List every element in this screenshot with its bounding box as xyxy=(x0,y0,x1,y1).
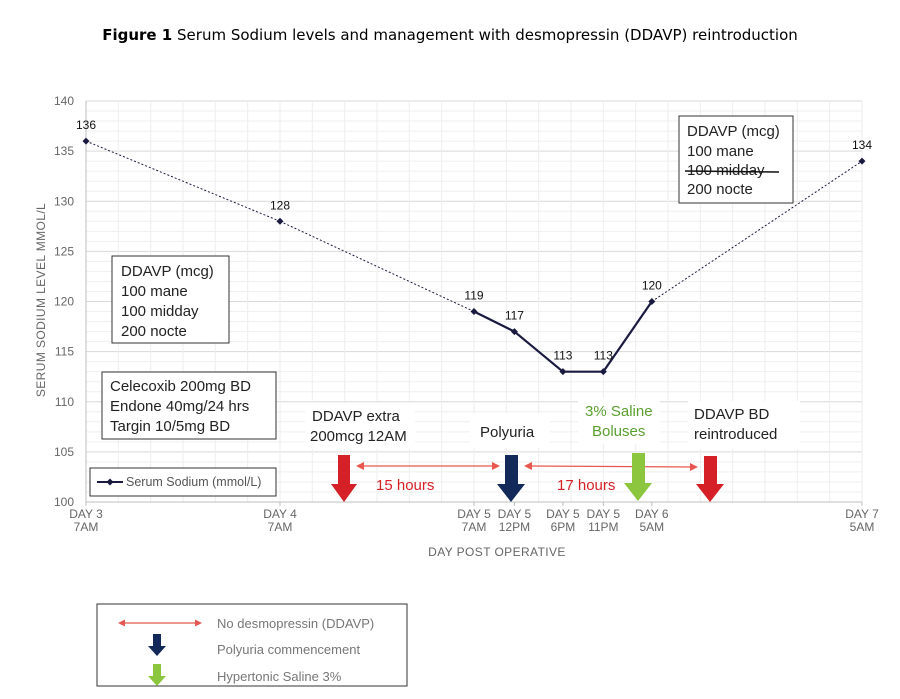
key-polyuria-label: Polyuria commencement xyxy=(217,642,360,657)
sodium-line-segment xyxy=(473,310,515,333)
x-tick-label-day: DAY 4 xyxy=(263,507,297,521)
x-tick-label-day: DAY 5 xyxy=(546,507,580,521)
saline-label-line-2: Boluses xyxy=(592,423,645,440)
y-tick-label: 130 xyxy=(54,194,74,208)
sodium-data-label: 128 xyxy=(270,198,290,212)
gap-2-label: 17 hours xyxy=(557,477,615,494)
block-arrows xyxy=(331,453,724,502)
x-tick-label-day: DAY 7 xyxy=(845,507,879,521)
y-tick-label: 140 xyxy=(54,94,74,108)
x-tick-label-time: 7AM xyxy=(268,520,293,534)
ddavp-initial-box: DDAVP (mcg) 100 mane 100 midday 200 noct… xyxy=(111,255,230,344)
x-tick-label-day: DAY 3 xyxy=(69,507,103,521)
sodium-point xyxy=(510,328,518,336)
key-polyuria-arrow xyxy=(148,634,166,656)
x-tick-label-time: 7AM xyxy=(74,520,99,534)
y-tick-label: 135 xyxy=(54,144,74,158)
figure-caption: Serum Sodium levels and management with … xyxy=(177,26,798,44)
sodium-point xyxy=(276,217,284,225)
reintroduced-line-1: DDAVP BD xyxy=(694,406,769,423)
sodium-point xyxy=(559,368,567,376)
ddavp-initial-line-1: DDAVP (mcg) xyxy=(121,263,214,280)
y-tick-label: 120 xyxy=(54,295,74,309)
ddavp-final-line-1: DDAVP (mcg) xyxy=(687,123,780,140)
sodium-data-label: 113 xyxy=(553,349,572,363)
ddavp-final-line-4: 200 nocte xyxy=(687,181,753,198)
sodium-line-segment xyxy=(513,330,564,373)
ddavp-extra-red-arrow xyxy=(331,455,357,502)
y-tick-label: 110 xyxy=(55,395,74,409)
medication-line-2: Endone 40mg/24 hrs xyxy=(110,398,249,415)
gap-1-right-head xyxy=(492,462,500,470)
sodium-data-label: 136 xyxy=(76,118,96,132)
figure-title: Figure 1 Serum Sodium levels and managem… xyxy=(0,26,900,44)
key-saline-arrow xyxy=(148,664,166,686)
label-layer: 136 128 119 117 113 113 120 134 xyxy=(76,118,872,363)
polyuria-navy-arrow xyxy=(497,455,525,502)
gap-1-left-head xyxy=(356,462,364,470)
ddavp-initial-line-2: 100 mane xyxy=(121,283,188,300)
sodium-data-label: 119 xyxy=(464,289,483,303)
x-tick-label-time: 7AM xyxy=(462,520,487,534)
series-layer xyxy=(82,137,866,376)
gap-arrows: 15 hours 17 hours xyxy=(356,462,698,494)
sodium-point xyxy=(599,368,607,376)
x-tick-label-day: DAY 5 xyxy=(498,507,532,521)
gap-2-left-head xyxy=(524,462,532,470)
sodium-data-label: 134 xyxy=(852,138,872,152)
x-tick-label-time: 5AM xyxy=(850,520,875,534)
ddavp-extra-line-1: DDAVP extra xyxy=(312,408,400,425)
x-tick-label-time: 12PM xyxy=(499,520,530,534)
medications-box: Celecoxib 200mg BD Endone 40mg/24 hrs Ta… xyxy=(101,371,277,440)
gap-2-line xyxy=(527,465,695,468)
reintroduced-line-2: reintroduced xyxy=(694,426,777,443)
x-tick-label-day: DAY 5 xyxy=(587,507,621,521)
sodium-data-label: 117 xyxy=(505,309,524,323)
saline-label-line-1: 3% Saline xyxy=(585,403,653,420)
gap-1-label: 15 hours xyxy=(376,477,434,494)
y-tick-label: 125 xyxy=(54,244,74,258)
key-saline-label: Hypertonic Saline 3% xyxy=(217,669,342,684)
sodium-line-segment-dotted xyxy=(85,140,281,222)
gap-2-right-head xyxy=(690,463,698,471)
y-tick-label: 105 xyxy=(54,445,74,459)
ddavp-final-line-2: 100 mane xyxy=(687,143,754,160)
sodium-line-segment xyxy=(602,300,653,373)
saline-green-arrow xyxy=(624,453,652,501)
reintroduced-red-arrow xyxy=(696,456,724,502)
x-tick-label-day: DAY 6 xyxy=(635,507,669,521)
x-tick-label-time: 5AM xyxy=(639,520,664,534)
sodium-point xyxy=(82,137,90,145)
legend-label: Serum Sodium (mmol/L) xyxy=(126,475,261,489)
y-tick-label: 115 xyxy=(55,345,74,359)
ddavp-final-line-3: 100 midday xyxy=(687,162,765,179)
y-axis-title: SERUM SODIUM LEVEL MMOL/L xyxy=(34,203,48,397)
x-tick-label-time: 11PM xyxy=(588,520,618,534)
ddavp-initial-line-3: 100 midday xyxy=(121,303,199,320)
x-tick-label-day: DAY 5 xyxy=(457,507,491,521)
x-tick-label-time: 6PM xyxy=(551,520,576,534)
ddavp-final-box: DDAVP (mcg) 100 mane 100 midday 200 noct… xyxy=(678,115,794,204)
sodium-data-label: 113 xyxy=(594,349,613,363)
y-tick-label: 100 xyxy=(54,495,74,509)
figure-label: Figure 1 xyxy=(102,26,173,44)
polyuria-label: Polyuria xyxy=(480,424,535,441)
chart-legend: Serum Sodium (mmol/L) xyxy=(89,467,277,497)
ddavp-initial-line-4: 200 nocte xyxy=(121,323,187,340)
x-axis-title: DAY POST OPERATIVE xyxy=(428,545,566,559)
sodium-point xyxy=(648,298,656,305)
legend-marker xyxy=(106,478,114,486)
sodium-point xyxy=(858,157,866,165)
midday-strikethrough xyxy=(684,170,780,173)
medication-line-1: Celecoxib 200mg BD xyxy=(110,378,251,395)
medication-line-3: Targin 10/5mg BD xyxy=(110,418,230,435)
event-annotations: DDAVP extra 200mcg 12AM Polyuria 3% Sali… xyxy=(305,398,800,449)
key-box: No desmopressin (DDAVP) Polyuria commenc… xyxy=(96,603,408,687)
sodium-data-label: 120 xyxy=(642,279,662,293)
key-no-ddavp-label: No desmopressin (DDAVP) xyxy=(217,616,374,631)
sodium-point xyxy=(470,308,478,316)
ddavp-extra-line-2: 200mcg 12AM xyxy=(310,428,407,445)
